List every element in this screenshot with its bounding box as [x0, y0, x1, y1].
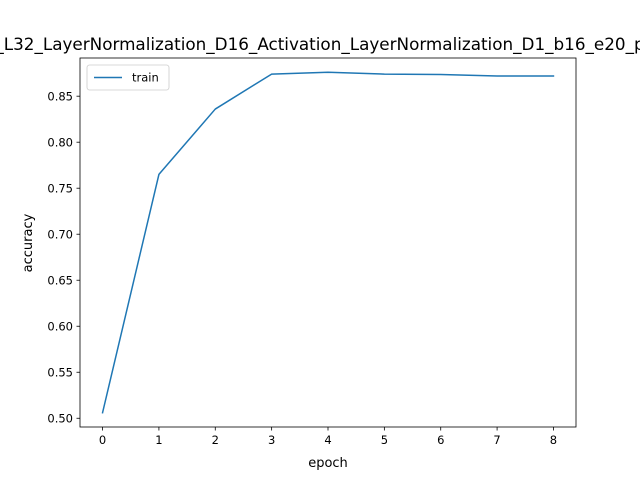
legend: train: [87, 65, 169, 90]
x-axis-label: epoch: [308, 456, 348, 471]
x-tick-label: 7: [493, 433, 500, 447]
y-tick-label: 0.50: [47, 411, 73, 425]
x-tick-label: 2: [212, 433, 219, 447]
y-tick-label: 0.65: [47, 273, 73, 287]
y-tick-label: 0.80: [47, 135, 73, 149]
y-tick-label: 0.85: [47, 89, 73, 103]
y-tick-label: 0.70: [47, 227, 73, 241]
chart-title: _L32_LayerNormalization_D16_Activation_L…: [0, 34, 640, 55]
legend-label: train: [132, 71, 159, 85]
x-tick-label: 5: [381, 433, 388, 447]
y-tick-label: 0.75: [47, 181, 73, 195]
y-tick-label: 0.55: [47, 365, 73, 379]
x-tick-label: 6: [437, 433, 444, 447]
x-tick-label: 8: [550, 433, 557, 447]
y-tick-label: 0.60: [47, 319, 73, 333]
y-axis-label: accuracy: [21, 213, 36, 272]
x-tick-label: 1: [155, 433, 162, 447]
x-tick-label: 3: [268, 433, 275, 447]
x-tick-label: 4: [324, 433, 331, 447]
x-tick-label: 0: [99, 433, 106, 447]
